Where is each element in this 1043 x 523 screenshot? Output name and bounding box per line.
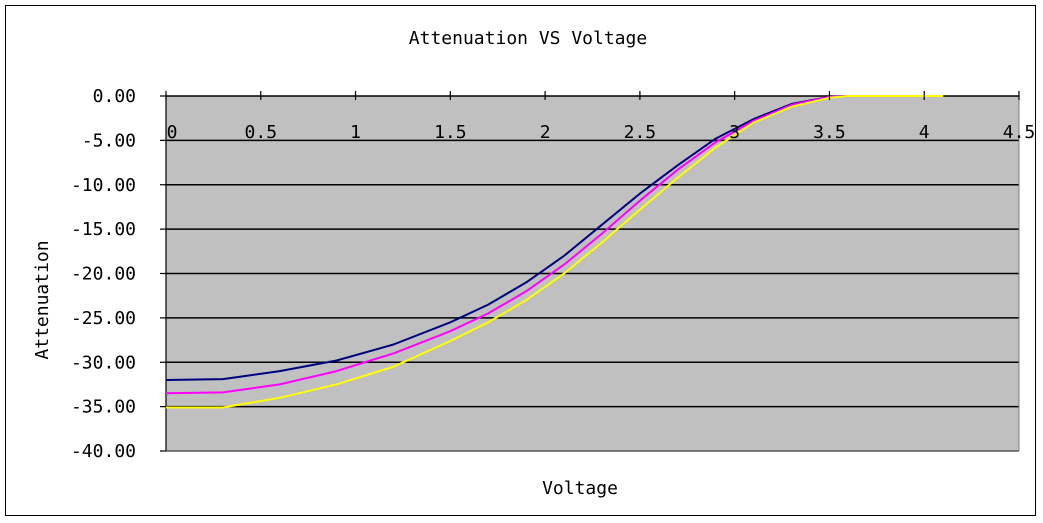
x-tick-label: 1 <box>350 122 361 143</box>
x-tick-label: 4.5 <box>1003 122 1036 143</box>
x-tick-label: 3.5 <box>813 122 846 143</box>
x-axis-label: Voltage <box>542 478 618 499</box>
series-line-1 <box>165 95 849 381</box>
series-line-2 <box>165 95 849 395</box>
y-tick-label: -15.00 <box>71 219 136 240</box>
y-axis-label: Attenuation <box>32 240 53 359</box>
gridlines <box>160 95 1019 452</box>
chart-title: Attenuation VS Voltage <box>409 28 647 49</box>
y-tick-label: 0.00 <box>93 86 136 107</box>
x-tick-label: 0.5 <box>245 122 278 143</box>
x-tick-label: 2 <box>540 122 551 143</box>
x-tick-label: 0 <box>167 122 178 143</box>
y-tick-labels: 0.00 -5.00 -10.00 -15.00 -20.00 -25.00 -30.00 -… <box>71 86 136 462</box>
x-tick-label: 3 <box>729 122 740 143</box>
y-tick-label: -5.00 <box>82 130 136 151</box>
y-tick-label: -25.00 <box>71 308 136 329</box>
x-tick-labels: 0 0.5 1 1.5 2 2.5 3 3.5 4 4.5 <box>165 91 1036 143</box>
series-line-3 <box>166 95 944 409</box>
y-tick-label: -40.00 <box>71 441 136 462</box>
x-tick-label: 2.5 <box>624 122 657 143</box>
series-layer <box>165 95 944 409</box>
y-tick-label: -10.00 <box>71 175 136 196</box>
x-tick-label: 4 <box>919 122 930 143</box>
x-tick-label: 1.5 <box>434 122 467 143</box>
axes <box>165 96 1020 452</box>
y-tick-label: -20.00 <box>71 264 136 285</box>
y-tick-label: -35.00 <box>71 397 136 418</box>
y-tick-label: -30.00 <box>71 352 136 373</box>
